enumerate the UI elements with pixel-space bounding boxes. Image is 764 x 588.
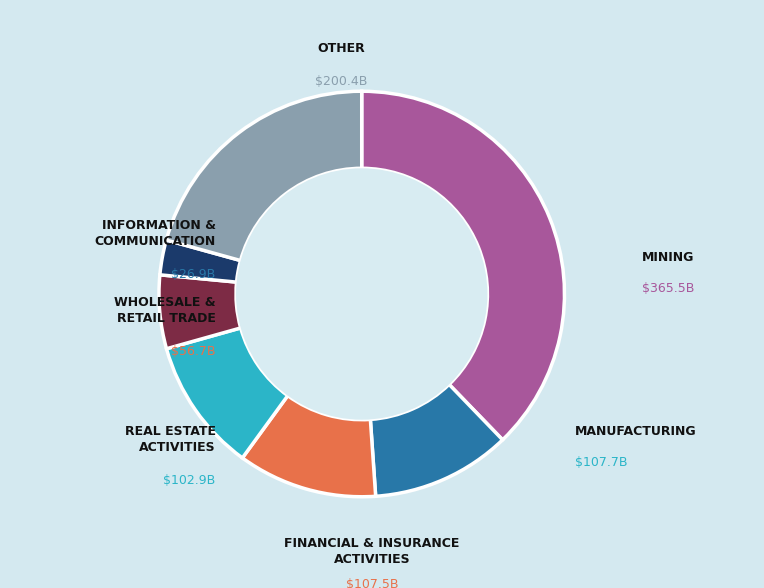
Wedge shape [242,396,376,497]
Text: OTHER: OTHER [318,42,365,55]
Wedge shape [159,275,241,349]
Text: $200.4B: $200.4B [316,75,367,88]
Wedge shape [361,91,565,440]
Text: INFORMATION &
COMMUNICATION: INFORMATION & COMMUNICATION [95,219,215,248]
Wedge shape [160,240,241,282]
Wedge shape [167,328,288,458]
Text: MINING: MINING [642,251,694,264]
Text: FINANCIAL & INSURANCE
ACTIVITIES: FINANCIAL & INSURANCE ACTIVITIES [284,537,460,566]
Text: $107.5B: $107.5B [345,578,398,588]
Text: $56.7B: $56.7B [171,345,215,358]
Text: $26.9B: $26.9B [171,268,215,280]
Circle shape [236,168,487,420]
Text: REAL ESTATE
ACTIVITIES: REAL ESTATE ACTIVITIES [125,426,215,455]
Wedge shape [167,91,361,260]
Text: $365.5B: $365.5B [642,282,694,295]
Text: MANUFACTURING: MANUFACTURING [575,425,696,439]
Text: $107.7B: $107.7B [575,456,627,469]
Text: WHOLESALE &
RETAIL TRADE: WHOLESALE & RETAIL TRADE [114,296,215,325]
Text: $102.9B: $102.9B [163,475,215,487]
Wedge shape [371,385,503,496]
